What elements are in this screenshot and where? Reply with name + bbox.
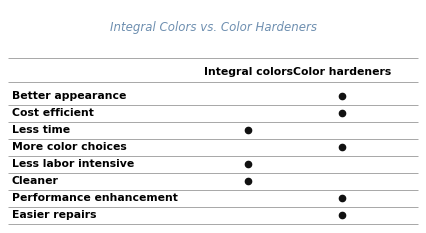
Text: Easier repairs: Easier repairs bbox=[12, 210, 97, 220]
Text: Cleaner: Cleaner bbox=[12, 176, 59, 186]
Text: Integral Colors vs. Color Hardeners: Integral Colors vs. Color Hardeners bbox=[109, 21, 317, 34]
Text: Cost efficient: Cost efficient bbox=[12, 108, 94, 118]
Text: Integral colors: Integral colors bbox=[204, 67, 293, 77]
Text: More color choices: More color choices bbox=[12, 142, 127, 152]
Text: Better appearance: Better appearance bbox=[12, 91, 127, 101]
Text: Performance enhancement: Performance enhancement bbox=[12, 193, 178, 203]
Text: Less time: Less time bbox=[12, 125, 70, 135]
Text: Color hardeners: Color hardeners bbox=[293, 67, 391, 77]
Text: Less labor intensive: Less labor intensive bbox=[12, 159, 134, 169]
